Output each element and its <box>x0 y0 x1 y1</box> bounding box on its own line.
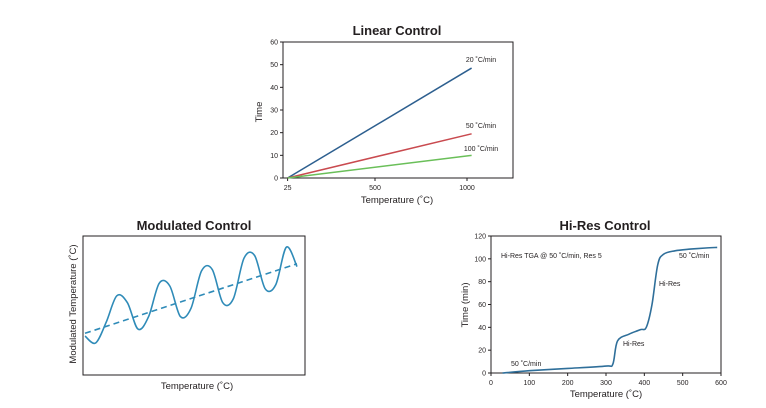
modulated-chart-title: Modulated Control <box>137 218 252 233</box>
hires-chart-title: Hi-Res Control <box>560 218 651 233</box>
series-label-20: 20 ˚C/min <box>466 56 496 64</box>
linear-series <box>287 67 472 179</box>
hires-annotation-50-high: 50 ˚C/min <box>679 252 709 260</box>
hires-x-axis-label: Temperature (˚C) <box>570 389 642 400</box>
hires-series-line-0 <box>502 246 718 374</box>
linear-y-tick-label-5: 50 <box>270 62 278 69</box>
hires-x-tick-label-1: 100 <box>523 380 535 387</box>
series-label-100: 100 ˚C/min <box>464 145 498 153</box>
modulated-y-axis-label: Modulated Temperature (˚C) <box>68 244 79 363</box>
hires-x-tick-label-6: 600 <box>715 380 727 387</box>
hires-y-tick-label-0: 0 <box>482 371 486 378</box>
hires-y-tick-label-4: 80 <box>478 279 486 286</box>
linear-control-chart: Linear Control 0 10 20 30 40 50 60 25 500 1000 2… <box>254 23 514 206</box>
linear-series-line-2 <box>287 154 472 179</box>
hires-x-tick-label-3: 300 <box>600 380 612 387</box>
modulated-series <box>84 246 298 345</box>
hires-x-tick-label-0: 0 <box>489 380 493 387</box>
modulated-series-trend-line <box>84 263 298 335</box>
linear-y-axis-label: Time <box>254 102 265 123</box>
hires-y-axis-label: Time (min) <box>460 282 471 327</box>
linear-chart-title: Linear Control <box>353 23 442 38</box>
modulated-x-axis-label: Temperature (˚C) <box>161 381 233 392</box>
linear-y-tick-label-2: 20 <box>270 130 278 137</box>
linear-y-tick-label-0: 0 <box>274 176 278 183</box>
modulated-control-chart: Modulated Control Temperature (˚C) Modul… <box>68 218 306 392</box>
hires-y-tick-label-1: 20 <box>478 348 486 355</box>
hires-x-tick-label-2: 200 <box>562 380 574 387</box>
hires-y-tick-label-3: 60 <box>478 302 486 309</box>
hires-y-ticks: 0 20 40 60 80 100 120 <box>474 234 491 378</box>
hires-y-tick-label-2: 40 <box>478 325 486 332</box>
linear-y-tick-label-6: 60 <box>270 40 278 47</box>
hires-x-tick-label-5: 500 <box>677 380 689 387</box>
hires-control-chart: Hi-Res Control 0 20 40 60 80 100 120 0 100 200 30… <box>460 218 727 400</box>
hires-annotation-50-low: 50 ˚C/min <box>511 360 541 368</box>
modulated-series-oscillation <box>84 246 298 345</box>
modulated-plot-frame <box>82 235 306 376</box>
linear-x-ticks: 25 500 1000 <box>284 178 475 192</box>
linear-y-tick-label-4: 40 <box>270 85 278 92</box>
linear-y-ticks: 0 10 20 30 40 50 60 <box>270 40 283 183</box>
hires-subtitle: Hi-Res TGA @ 50 ˚C/min, Res 5 <box>501 252 602 260</box>
linear-x-axis-label: Temperature (˚C) <box>361 195 433 206</box>
linear-y-tick-label-3: 30 <box>270 108 278 115</box>
hires-series <box>502 246 718 374</box>
hires-annotation-hires-high: Hi-Res <box>659 281 681 288</box>
series-label-50: 50 ˚C/min <box>466 122 496 130</box>
hires-y-tick-label-6: 120 <box>474 234 486 241</box>
linear-x-tick-label-0: 25 <box>284 185 292 192</box>
hires-annotation-hires-low: Hi-Res <box>623 341 645 348</box>
hires-x-ticks: 0 100 200 300 400 500 600 <box>489 373 727 387</box>
linear-y-tick-label-1: 10 <box>270 153 278 160</box>
hires-y-tick-label-5: 100 <box>474 256 486 263</box>
linear-series-line-1 <box>287 133 472 179</box>
hires-x-tick-label-4: 400 <box>638 380 650 387</box>
linear-x-tick-label-2: 1000 <box>459 185 475 192</box>
linear-series-line-0 <box>287 67 472 179</box>
linear-x-tick-label-1: 500 <box>369 185 381 192</box>
